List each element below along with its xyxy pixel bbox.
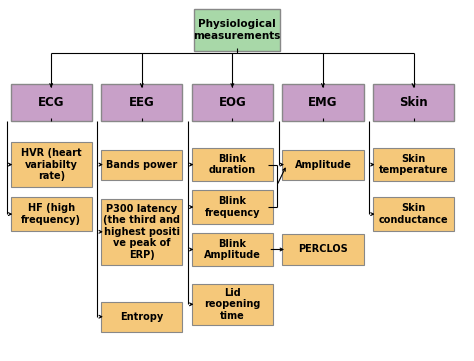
FancyBboxPatch shape xyxy=(101,302,182,332)
Text: EOG: EOG xyxy=(219,96,246,109)
FancyBboxPatch shape xyxy=(10,143,92,187)
FancyBboxPatch shape xyxy=(373,197,454,231)
Text: Amplitude: Amplitude xyxy=(294,160,351,170)
FancyBboxPatch shape xyxy=(373,84,454,121)
Text: HVR (heart
variabilty
rate): HVR (heart variabilty rate) xyxy=(21,148,82,181)
Text: Skin
temperature: Skin temperature xyxy=(379,154,448,175)
FancyBboxPatch shape xyxy=(191,148,273,181)
Text: P300 latency
(the third and
highest positi
ve peak of
ERP): P300 latency (the third and highest posi… xyxy=(103,204,180,260)
FancyBboxPatch shape xyxy=(194,9,280,51)
FancyBboxPatch shape xyxy=(10,84,92,121)
FancyBboxPatch shape xyxy=(101,149,182,180)
Text: Blink
frequency: Blink frequency xyxy=(205,196,260,218)
FancyBboxPatch shape xyxy=(283,149,364,180)
Text: EEG: EEG xyxy=(129,96,155,109)
Text: HF (high
frequency): HF (high frequency) xyxy=(21,203,81,225)
FancyBboxPatch shape xyxy=(373,148,454,181)
Text: Skin: Skin xyxy=(399,96,428,109)
Text: Lid
reopening
time: Lid reopening time xyxy=(204,288,261,321)
Text: Bands power: Bands power xyxy=(106,160,177,170)
FancyBboxPatch shape xyxy=(191,233,273,266)
FancyBboxPatch shape xyxy=(283,84,364,121)
Text: ECG: ECG xyxy=(38,96,64,109)
FancyBboxPatch shape xyxy=(101,199,182,265)
Text: Blink
duration: Blink duration xyxy=(209,154,256,175)
FancyBboxPatch shape xyxy=(191,84,273,121)
Text: Physiological
measurements: Physiological measurements xyxy=(193,19,281,41)
Text: Skin
conductance: Skin conductance xyxy=(379,203,448,225)
FancyBboxPatch shape xyxy=(101,84,182,121)
FancyBboxPatch shape xyxy=(10,197,92,231)
Text: PERCLOS: PERCLOS xyxy=(298,244,348,255)
Text: EMG: EMG xyxy=(308,96,337,109)
FancyBboxPatch shape xyxy=(191,190,273,224)
FancyBboxPatch shape xyxy=(191,284,273,325)
FancyBboxPatch shape xyxy=(283,234,364,265)
Text: Blink
Amplitude: Blink Amplitude xyxy=(204,239,261,260)
Text: Entropy: Entropy xyxy=(120,312,164,322)
